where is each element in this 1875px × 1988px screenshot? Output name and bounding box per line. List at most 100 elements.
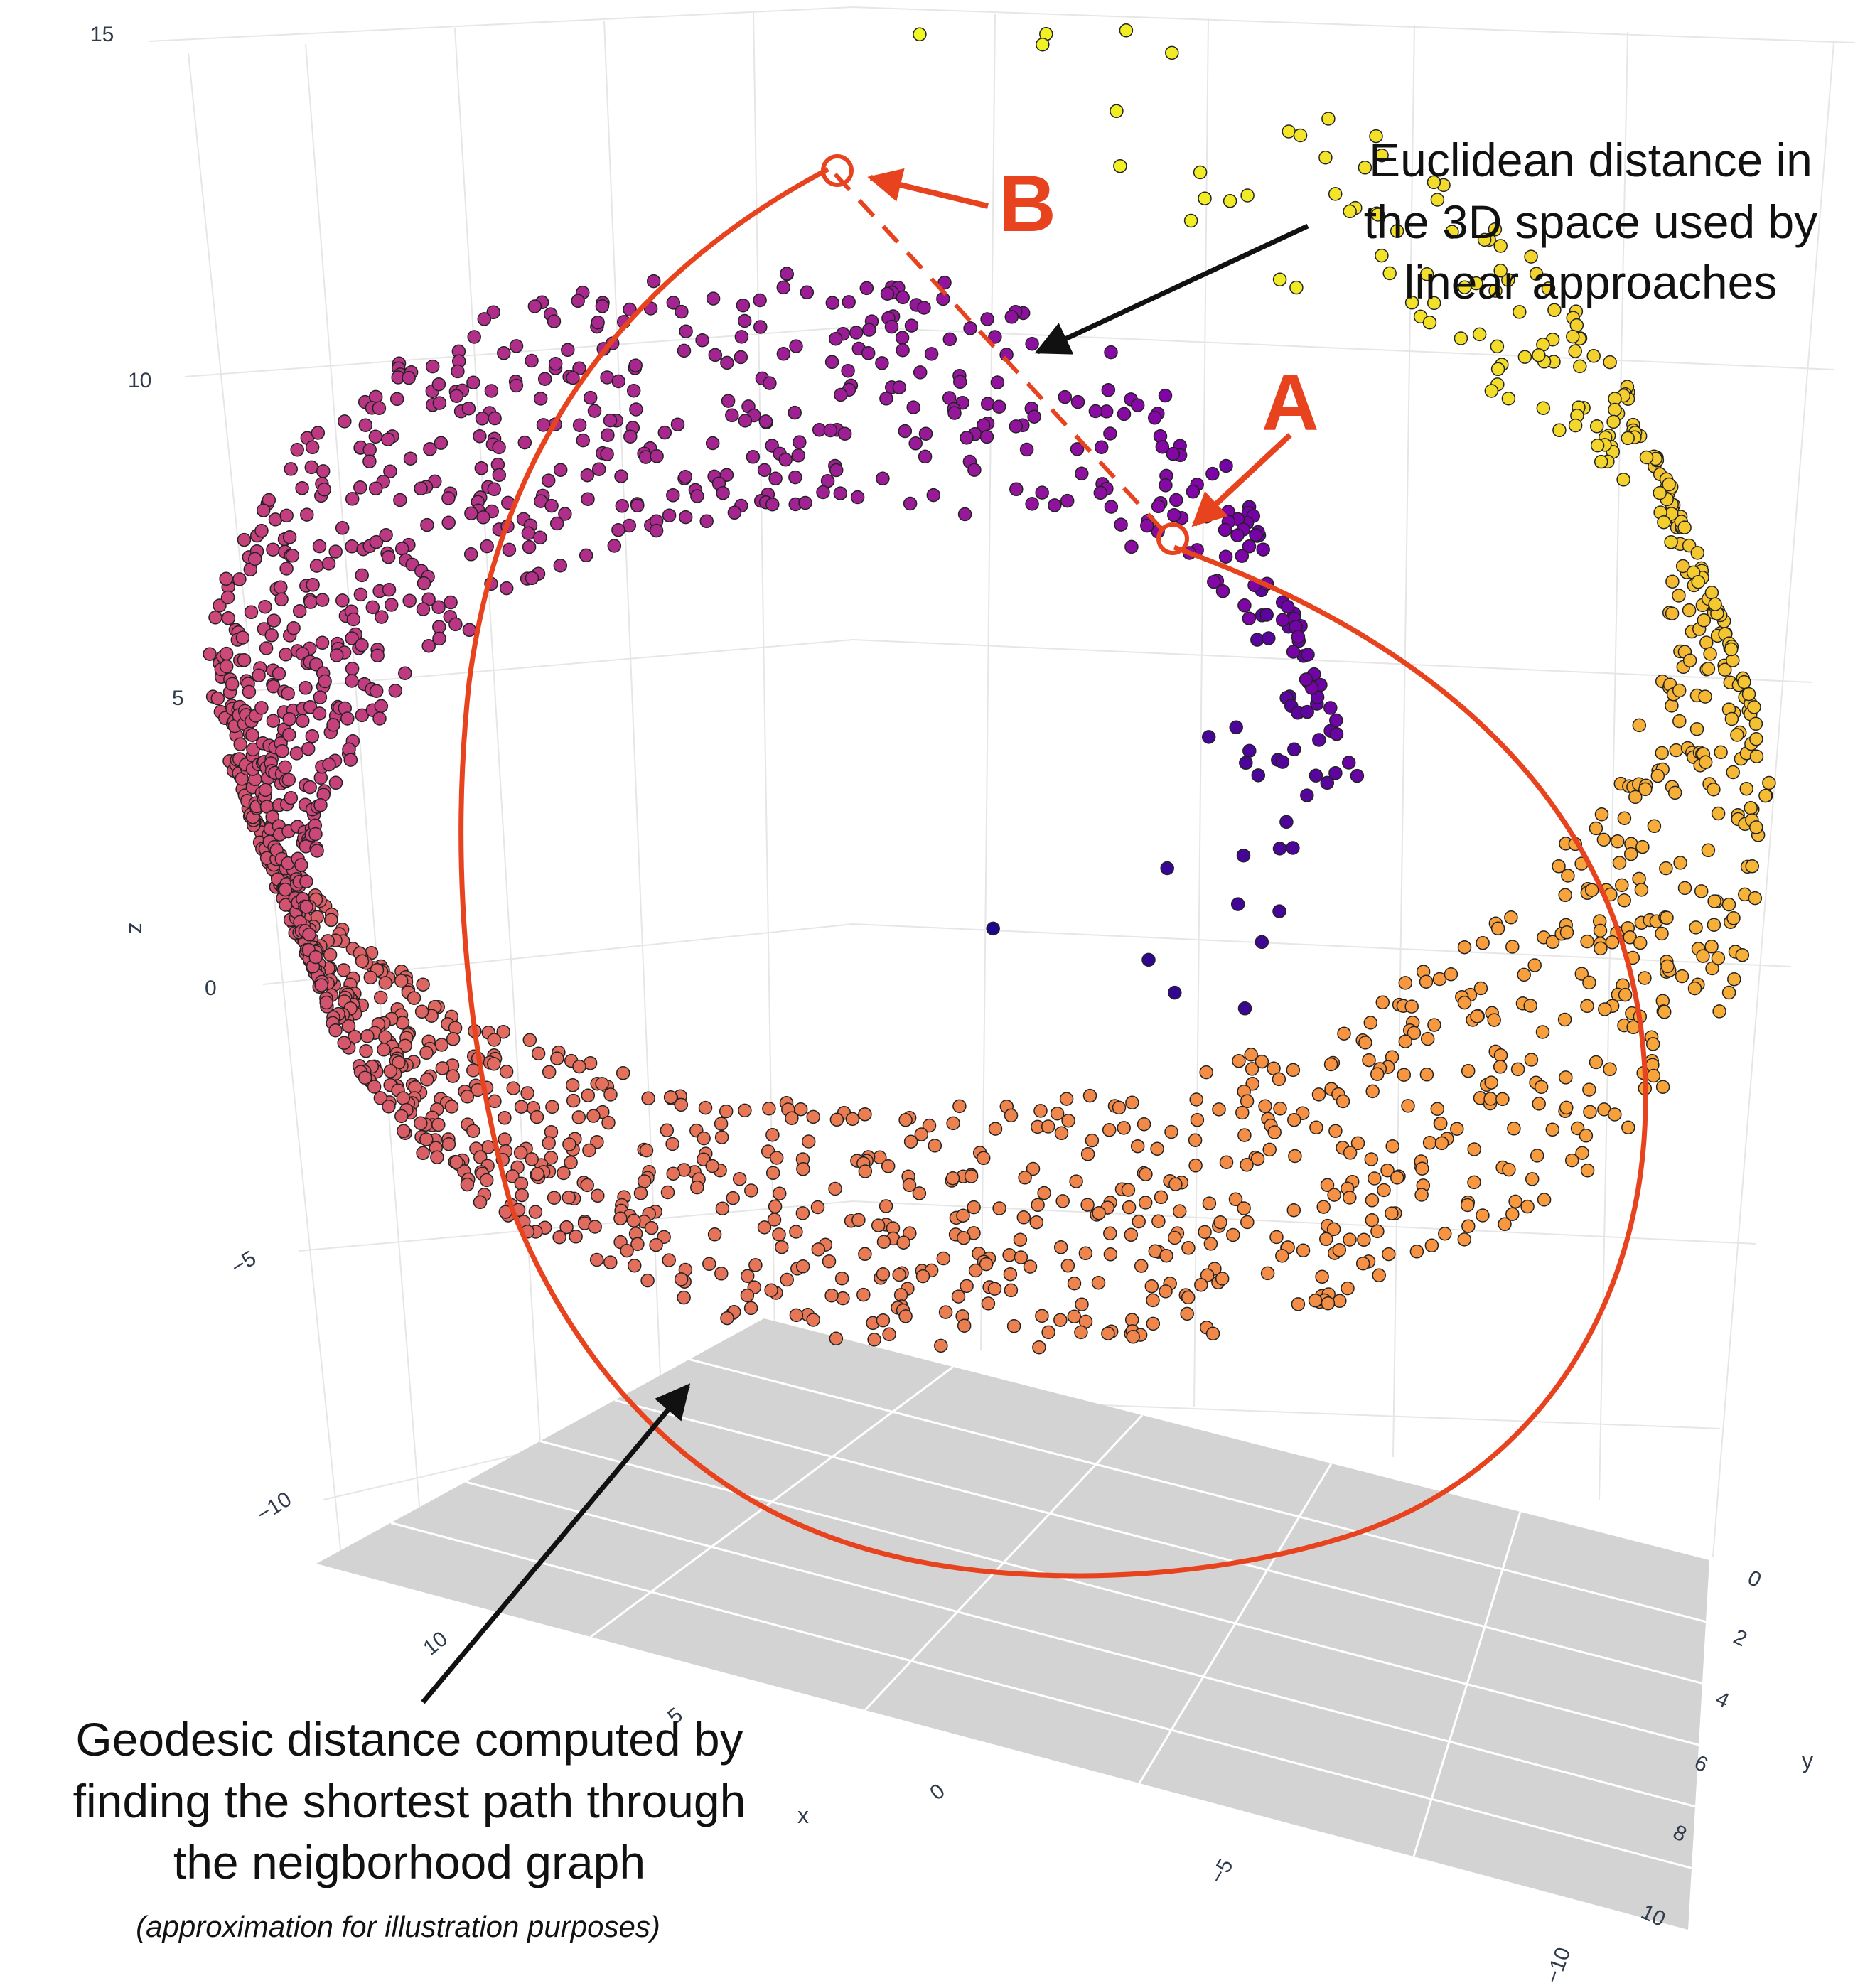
scatter-point: [1748, 891, 1763, 906]
scatter-point: [382, 582, 397, 597]
scatter-point: [1483, 1092, 1498, 1106]
scatter-point: [203, 647, 217, 661]
scatter-point: [714, 1130, 729, 1144]
scatter-point: [430, 1150, 444, 1164]
scatter-point: [791, 448, 805, 463]
scatter-point: [1291, 630, 1306, 644]
scatter-point: [1493, 1060, 1508, 1074]
back-gridline: [1712, 42, 1834, 1557]
scatter-point: [1067, 1309, 1082, 1324]
scatter-point: [1230, 528, 1245, 542]
scatter-point: [1741, 687, 1756, 702]
scatter-point: [256, 503, 271, 517]
scatter-point: [506, 1081, 520, 1095]
scatter-point: [743, 1301, 758, 1316]
scatter-point: [1409, 1245, 1424, 1259]
scatter-point: [644, 1220, 659, 1235]
y-tick-label: 2: [1730, 1625, 1751, 1651]
scatter-point: [315, 593, 330, 607]
scatter-point: [1444, 967, 1458, 982]
scatter-point: [1075, 1297, 1089, 1311]
scatter-point: [514, 1100, 529, 1114]
scatter-point: [719, 468, 734, 482]
scatter-point: [547, 1191, 562, 1205]
z-tick-label: −10: [252, 1488, 296, 1527]
scatter-point: [1122, 1200, 1137, 1215]
scatter-point: [956, 1208, 970, 1223]
scatter-point: [1036, 37, 1050, 52]
euclidean-annotation-line: linear approaches: [1404, 256, 1778, 308]
scatter-point: [1372, 1268, 1386, 1283]
back-gridline: [753, 10, 775, 1337]
scatter-point: [714, 1267, 729, 1281]
scatter-point: [1707, 918, 1721, 932]
scatter-point: [572, 361, 586, 376]
scatter-point: [1029, 1215, 1044, 1230]
scatter-point: [1055, 1194, 1070, 1208]
scatter-point: [267, 613, 281, 628]
scatter-point: [980, 397, 995, 411]
scatter-point: [795, 1259, 810, 1274]
scatter-point: [1664, 534, 1678, 549]
scatter-point: [355, 638, 369, 652]
scatter-point: [1273, 1102, 1287, 1116]
scatter-point: [1215, 1272, 1230, 1286]
scatter-point: [305, 729, 320, 743]
scatter-point: [300, 507, 314, 522]
scatter-point: [1557, 1012, 1572, 1027]
scatter-point: [381, 432, 395, 446]
scatter-point: [1041, 1325, 1055, 1340]
scatter-point: [402, 370, 416, 385]
back-gridline: [149, 6, 854, 42]
scatter-point: [834, 1271, 849, 1286]
scatter-point: [1583, 1105, 1597, 1119]
scatter-point: [1199, 1065, 1213, 1080]
scatter-point: [308, 827, 323, 842]
scatter-point: [464, 506, 478, 520]
scatter-point: [328, 775, 343, 790]
scatter-point: [1139, 1167, 1153, 1181]
scatter-point: [630, 1237, 645, 1252]
scatter-point: [1635, 839, 1650, 854]
scatter-point: [895, 331, 910, 345]
scatter-point: [537, 372, 552, 386]
scatter-point: [836, 1291, 850, 1306]
scatter-point: [801, 1134, 816, 1149]
scatter-point: [726, 1191, 740, 1205]
scatter-point: [1272, 904, 1286, 918]
scatter-point: [1101, 1326, 1115, 1340]
scatter-point: [633, 1186, 648, 1200]
scatter-point: [407, 991, 421, 1005]
scatter-point: [1714, 745, 1728, 760]
scatter-point: [1498, 1217, 1512, 1232]
scatter-point: [1154, 1190, 1168, 1205]
scatter-point: [1114, 517, 1128, 532]
scatter-point: [702, 1257, 716, 1272]
scatter-point: [1245, 1077, 1259, 1091]
scatter-point: [285, 549, 300, 563]
scatter-point: [1579, 1129, 1594, 1143]
scatter-point: [732, 1171, 747, 1186]
scatter-point: [1758, 788, 1773, 803]
scatter-point: [1050, 1106, 1065, 1121]
scatter-point: [785, 1111, 799, 1125]
scatter-point: [1244, 1048, 1258, 1062]
scatter-point: [566, 370, 580, 385]
scatter-point: [639, 1143, 654, 1158]
scatter-point: [665, 1137, 679, 1151]
scatter-point: [824, 1288, 839, 1303]
scatter-point: [947, 406, 962, 420]
scatter-point: [1484, 384, 1499, 398]
scatter-point: [525, 353, 539, 368]
back-gridline: [603, 21, 662, 1394]
scatter-point: [1382, 1247, 1396, 1262]
scatter-point: [1291, 1297, 1306, 1311]
scatter-point: [1608, 1107, 1622, 1122]
scatter-point: [497, 346, 511, 360]
scatter-point: [1078, 1246, 1093, 1261]
scatter-point: [1438, 1226, 1452, 1241]
scatter-point: [1730, 728, 1744, 742]
scatter-point: [258, 783, 273, 797]
geodesic-annotation: Geodesic distance computed by finding th…: [73, 1713, 746, 1943]
scatter-point: [336, 963, 351, 977]
